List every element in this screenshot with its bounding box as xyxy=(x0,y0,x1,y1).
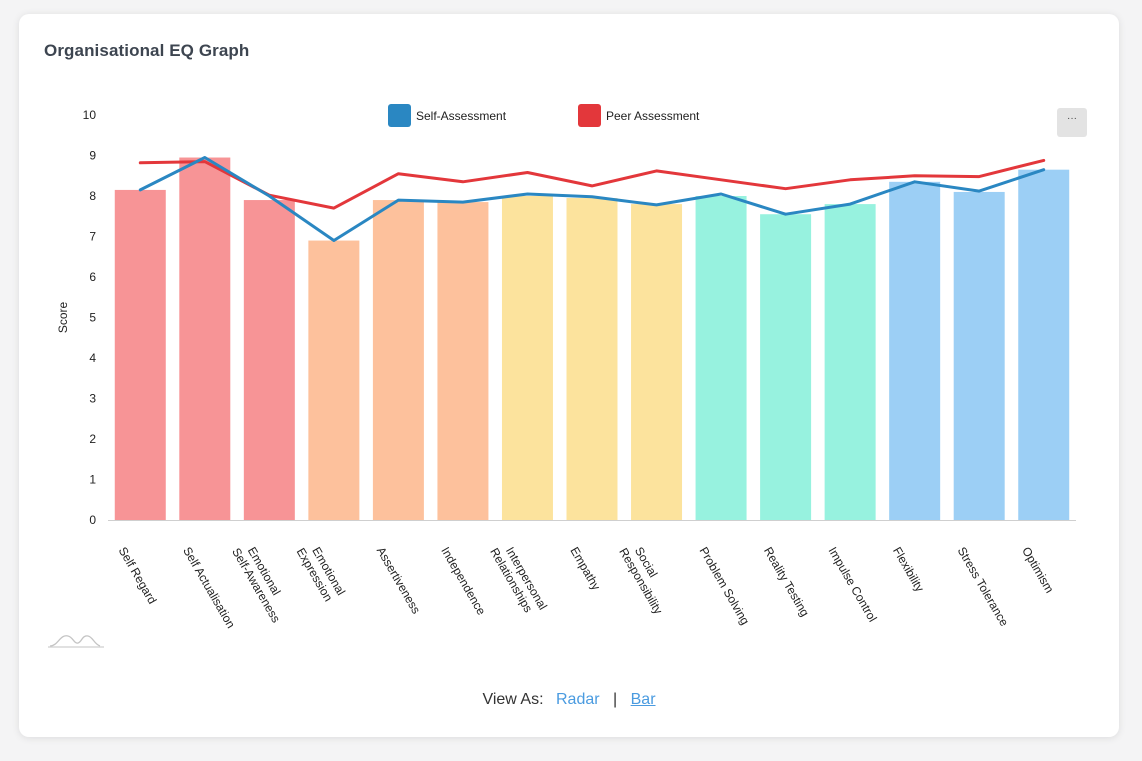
view-as-separator: | xyxy=(613,691,618,708)
legend-swatch xyxy=(578,104,601,127)
y-tick-label: 4 xyxy=(89,351,96,365)
x-tick-label-line: Stress Tolerance xyxy=(955,545,1012,629)
x-tick-label: Assertiveness xyxy=(374,545,423,617)
y-tick-label: 6 xyxy=(89,270,96,284)
x-tick-label: EmotionalSelf-Awareness xyxy=(229,538,295,625)
x-tick-label: Flexibility xyxy=(890,545,927,595)
x-tick-label-line: Impulse Control xyxy=(826,545,880,625)
bar xyxy=(889,181,941,520)
y-tick-label: 2 xyxy=(89,432,96,446)
x-tick-label: Independence xyxy=(438,545,488,618)
x-tick-label: EmotionalExpression xyxy=(294,538,348,604)
bar xyxy=(631,204,683,520)
x-tick-label: Reality Testing xyxy=(761,545,812,619)
x-tick-label: Self Regard xyxy=(116,545,160,607)
x-tick-label: Optimism xyxy=(1019,545,1056,596)
x-tick-label-line: Independence xyxy=(438,545,488,618)
bar xyxy=(501,196,553,520)
chart-card: Organisational EQ Graph 0 1 2 3 4 5 6 7 8 9 10 Scor… xyxy=(19,14,1119,737)
x-tick-label: InterpersonalRelationships xyxy=(487,538,550,619)
bar xyxy=(695,196,747,520)
bar xyxy=(437,202,489,520)
view-as-label: View As: xyxy=(482,691,544,708)
y-tick-label: 0 xyxy=(89,513,96,527)
eq-bar-chart: 0 1 2 3 4 5 6 7 8 9 10 Score Self Regard Self Actuali… xyxy=(56,104,1076,631)
card-title: Organisational EQ Graph xyxy=(44,41,250,60)
x-tick-label-line: Reality Testing xyxy=(761,545,812,619)
y-tick-label: 10 xyxy=(83,108,97,122)
bar xyxy=(243,200,295,521)
y-tick-label: 5 xyxy=(89,311,96,325)
view-as-bar: View As: Radar | Bar xyxy=(19,691,1119,709)
x-tick-label: Empathy xyxy=(567,545,603,593)
x-tick-label: Problem Solving xyxy=(696,545,752,628)
y-tick-label: 7 xyxy=(89,230,96,244)
series-line-peer-assessment xyxy=(138,158,1046,210)
y-tick-label: 8 xyxy=(89,189,96,203)
y-tick-label: 1 xyxy=(89,473,96,487)
bar xyxy=(1018,169,1070,521)
view-radar-link[interactable]: Radar xyxy=(555,691,600,708)
x-tick-label-line: Problem Solving xyxy=(696,545,752,628)
x-tick-label-line: Self Actualisation xyxy=(180,545,238,631)
x-tick-label: Self Actualisation xyxy=(180,545,238,631)
legend-swatch xyxy=(388,104,411,127)
bar xyxy=(114,189,166,521)
y-axis-title: Score xyxy=(56,302,70,334)
x-tick-label-line: Empathy xyxy=(567,545,603,593)
bar xyxy=(308,240,360,521)
chart-menu-button[interactable]: ··· xyxy=(1057,108,1087,137)
bar xyxy=(566,198,618,520)
y-tick-label: 9 xyxy=(89,149,96,163)
x-tick-label-line: Assertiveness xyxy=(374,545,423,617)
x-tick-label: Impulse Control xyxy=(826,545,880,625)
x-tick-label-line: Optimism xyxy=(1019,545,1056,596)
legend-label: Peer Assessment xyxy=(606,109,700,123)
legend-label: Self-Assessment xyxy=(416,109,507,123)
view-bar-link[interactable]: Bar xyxy=(630,691,656,708)
x-tick-label-line: Flexibility xyxy=(890,545,927,595)
chart-logo-icon xyxy=(48,635,104,648)
x-tick-label: Stress Tolerance xyxy=(955,545,1012,629)
x-tick-label-line: Self Regard xyxy=(116,545,160,607)
bar xyxy=(824,204,876,520)
y-tick-label: 3 xyxy=(89,392,96,406)
bar xyxy=(179,157,231,520)
bar xyxy=(953,191,1005,520)
bar xyxy=(372,200,424,521)
bar xyxy=(760,214,812,520)
series-line-self-assessment xyxy=(138,156,1046,242)
x-tick-label: SocialResponsibility xyxy=(616,538,677,616)
